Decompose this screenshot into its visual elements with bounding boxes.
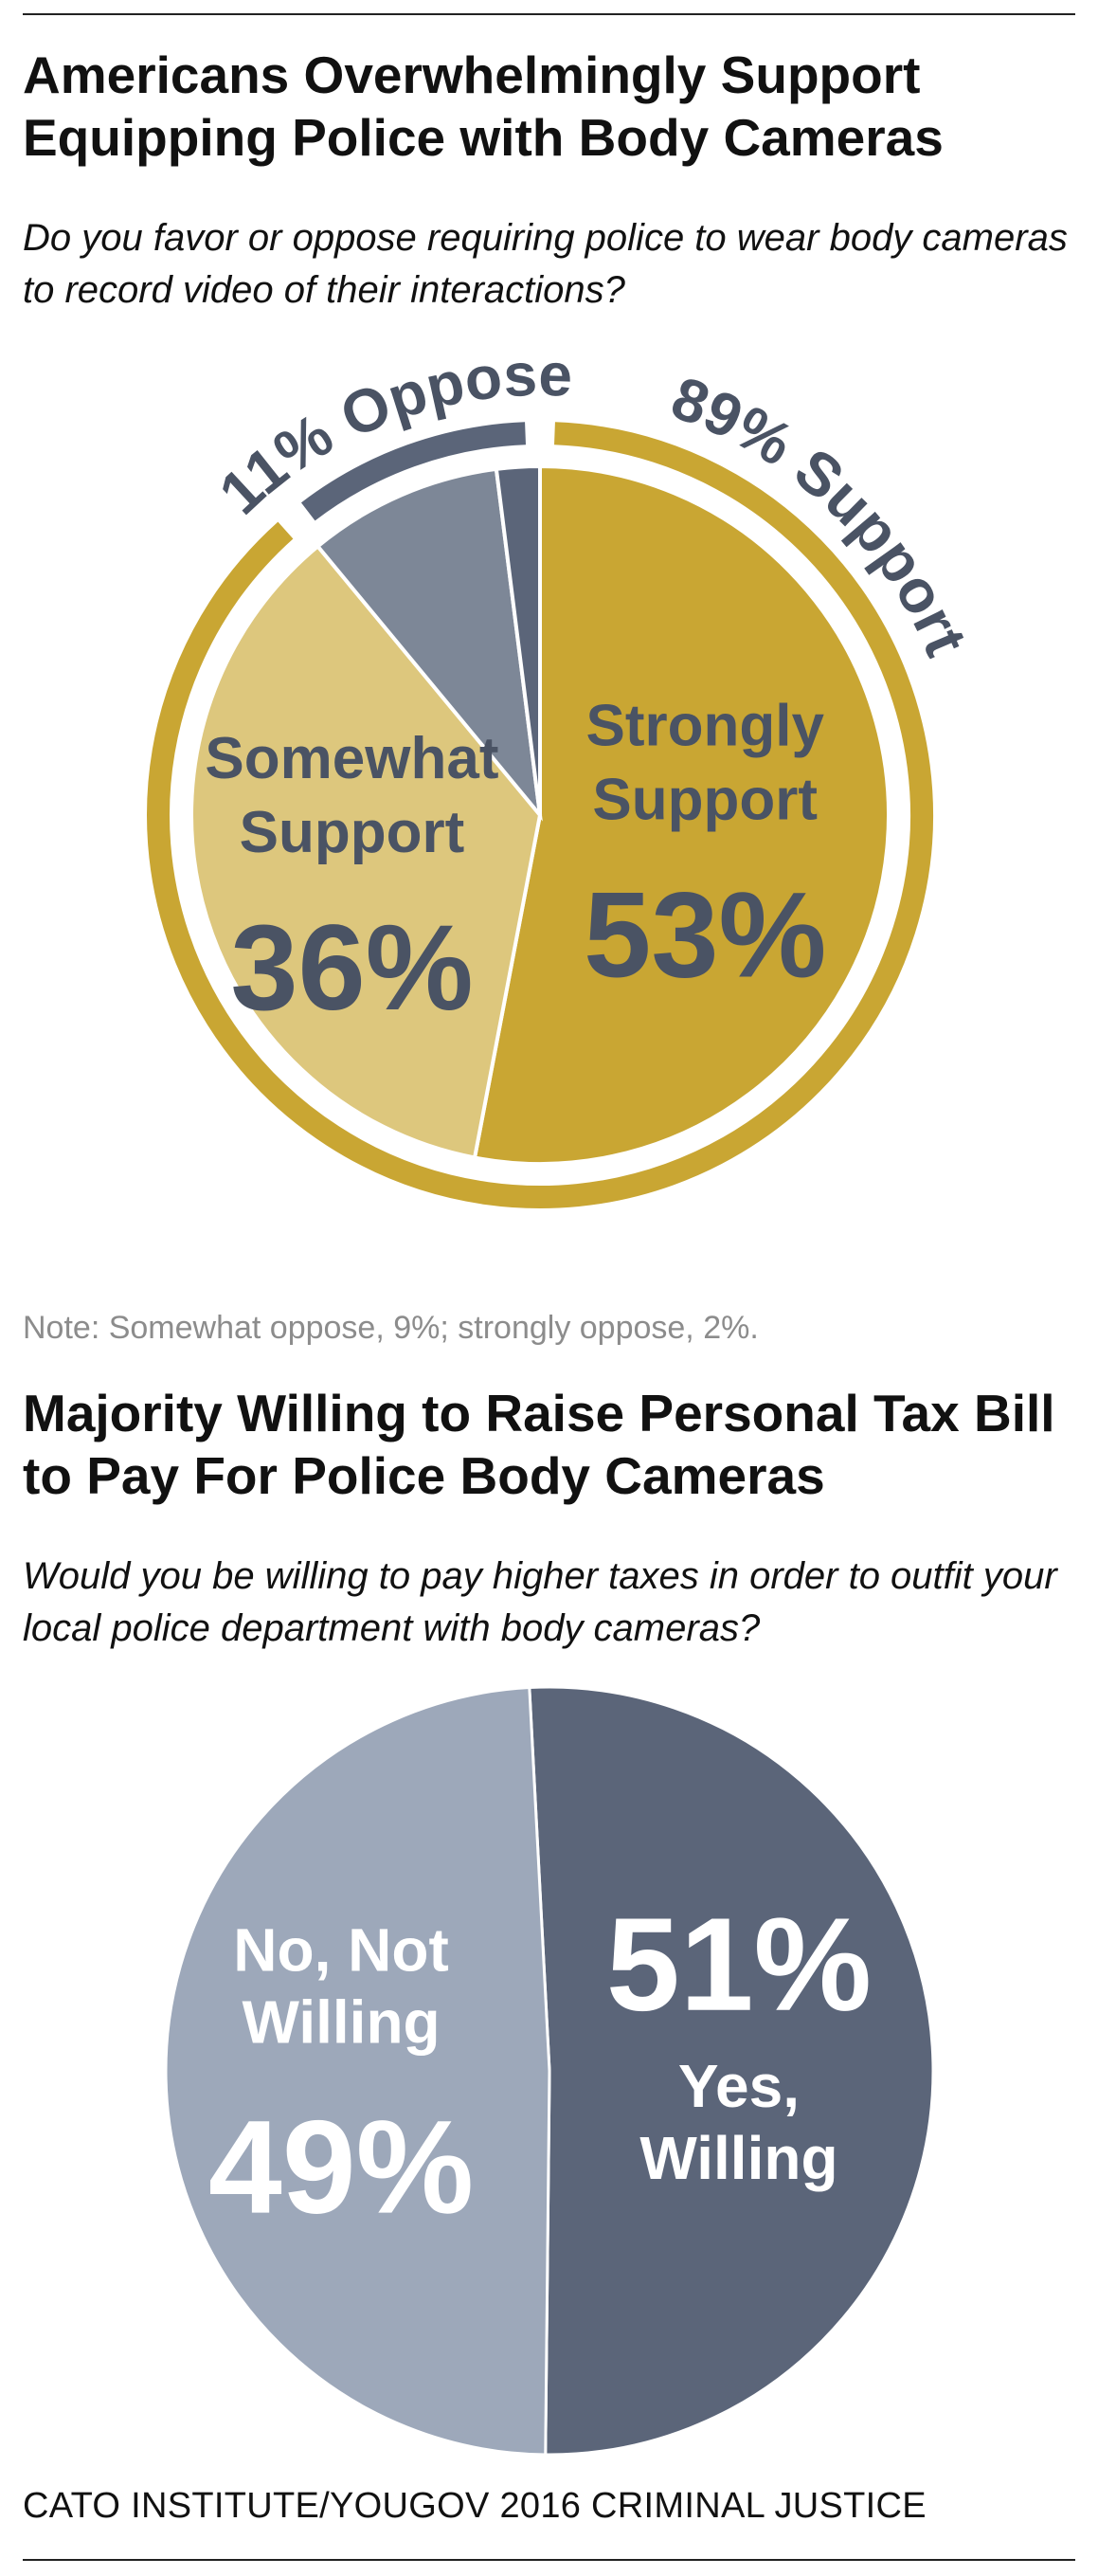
slice-yes-willing — [528, 1685, 935, 2457]
slice-label-strongly-support-line-1: Strongly — [585, 693, 824, 758]
note: Note: Somewhat oppose, 9%; strongly oppo… — [23, 1310, 759, 1346]
chart1-title: Americans Overwhelmingly Support Equippi… — [23, 45, 944, 167]
top-rule — [23, 13, 1075, 15]
slice-label-somewhat-support-line-2: Support — [240, 800, 465, 865]
slice-value-no-not-willing: 49% — [208, 2093, 474, 2241]
slice-value-somewhat-support: 36% — [230, 900, 473, 1036]
slice-strongly-oppose — [494, 463, 542, 816]
bottom-rule — [23, 2559, 1075, 2561]
support-group-ring — [147, 422, 933, 1208]
slice-value-yes-willing: 51% — [606, 1890, 872, 2039]
slice-label-no-not-willing-line-1: No, Not — [233, 1916, 449, 1985]
slice-somewhat-oppose — [315, 466, 543, 822]
slice-no-not-willing — [164, 1685, 551, 2457]
slice-label-somewhat-support-line-1: Somewhat — [205, 726, 498, 791]
oppose-group-ring — [300, 422, 526, 521]
slice-label-yes-willing-line-1: Yes, — [678, 2052, 800, 2120]
slice-label-yes-willing-line-2: Willing — [639, 2124, 837, 2192]
slice-somewhat-support — [189, 543, 543, 1160]
chart1-subtitle: Do you favor or oppose requiring police … — [23, 217, 1068, 311]
slice-label-no-not-willing-line-2: Willing — [242, 1988, 440, 2057]
slice-label-strongly-support-line-2: Support — [592, 767, 818, 832]
chart2-title: Majority Willing to Raise Personal Tax B… — [23, 1384, 1055, 1505]
source-credit: CATO INSTITUTE/YOUGOV 2016 CRIMINAL JUST… — [23, 2486, 927, 2526]
slice-strongly-support — [472, 463, 891, 1166]
slice-value-strongly-support: 53% — [584, 867, 826, 1003]
chart2-subtitle: Would you be willing to pay higher taxes… — [23, 1555, 1057, 1649]
